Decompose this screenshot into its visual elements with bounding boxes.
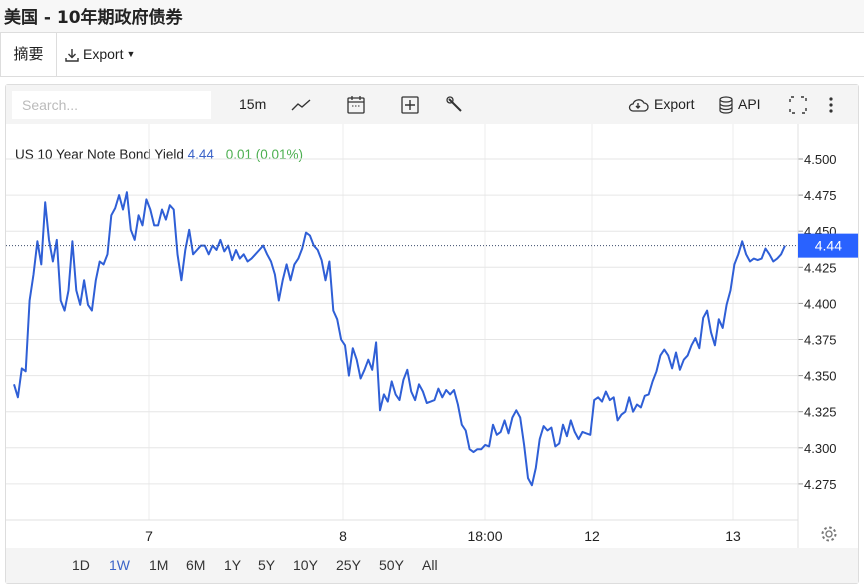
last-price-label: 4.44 xyxy=(815,238,842,254)
interval-button[interactable]: 15m xyxy=(239,96,267,112)
calendar-icon[interactable] xyxy=(346,85,366,124)
x-tick-label: 7 xyxy=(145,528,153,544)
range-1y[interactable]: 1Y xyxy=(224,557,242,573)
settings-gear-icon[interactable] xyxy=(820,525,838,548)
database-icon xyxy=(719,95,733,114)
add-indicator-icon[interactable] xyxy=(400,85,420,124)
y-tick-label: 4.400 xyxy=(804,296,837,311)
range-1m[interactable]: 1M xyxy=(149,557,169,573)
y-tick-label: 4.350 xyxy=(804,369,837,384)
range-25y[interactable]: 25Y xyxy=(336,557,361,573)
range-50y[interactable]: 50Y xyxy=(379,557,404,573)
range-1w[interactable]: 1W xyxy=(109,557,130,573)
symbol-search-input[interactable] xyxy=(12,91,211,119)
api-button[interactable]: API xyxy=(719,85,761,124)
export-chart-label: Export xyxy=(654,96,695,112)
export-label: Export xyxy=(83,46,124,62)
y-tick-label: 4.325 xyxy=(804,405,837,420)
line-chart-icon[interactable] xyxy=(291,85,311,124)
range-all[interactable]: All xyxy=(422,557,438,573)
export-dropdown[interactable]: Export ▼ xyxy=(64,33,135,76)
y-tick-label: 4.275 xyxy=(804,477,837,492)
range-6m[interactable]: 6M xyxy=(186,557,206,573)
series-value: 4.44 xyxy=(187,147,214,162)
caret-down-icon: ▼ xyxy=(126,49,136,59)
y-tick-label: 4.425 xyxy=(804,260,837,275)
yield-line xyxy=(13,191,786,487)
range-5y[interactable]: 5Y xyxy=(258,557,276,573)
title-bar: 美国 - 10年期政府债券 xyxy=(0,0,864,33)
y-tick-label: 4.475 xyxy=(804,188,837,203)
page-title: 美国 - 10年期政府债券 xyxy=(4,8,183,28)
x-tick-label: 8 xyxy=(339,528,347,544)
range-10y[interactable]: 10Y xyxy=(293,557,318,573)
y-tick-label: 4.500 xyxy=(804,152,837,167)
tab-summary[interactable]: 摘要 xyxy=(0,33,57,76)
more-vertical-icon[interactable] xyxy=(828,85,834,124)
range-bar: 1D 1W 1M 6M 1Y 5Y 10Y 25Y 50Y All xyxy=(6,548,858,583)
y-tick-label: 4.375 xyxy=(804,333,837,348)
x-tick-label: 12 xyxy=(584,528,600,544)
y-tick-label: 4.300 xyxy=(804,441,837,456)
last-price-box xyxy=(798,233,858,258)
series-change: 0.01 (0.01%) xyxy=(225,147,303,162)
series-name: US 10 Year Note Bond Yield xyxy=(15,147,184,162)
x-tick-label: 18:00 xyxy=(467,528,502,544)
api-label: API xyxy=(738,96,761,112)
chart-widget: 15m Export API US 10 Year Note Bond Yiel… xyxy=(5,84,859,584)
chart-toolbar: 15m Export API xyxy=(6,85,858,124)
cloud-download-icon xyxy=(628,98,649,112)
range-1d[interactable]: 1D xyxy=(72,557,90,573)
wrench-icon[interactable] xyxy=(446,85,464,124)
chart-legend: US 10 Year Note Bond Yield 4.44 0.01 (0.… xyxy=(15,147,303,162)
download-icon xyxy=(65,48,79,62)
tab-bar: 摘要 Export ▼ xyxy=(0,33,864,77)
export-chart-button[interactable]: Export xyxy=(627,85,694,124)
x-tick-label: 13 xyxy=(725,528,741,544)
